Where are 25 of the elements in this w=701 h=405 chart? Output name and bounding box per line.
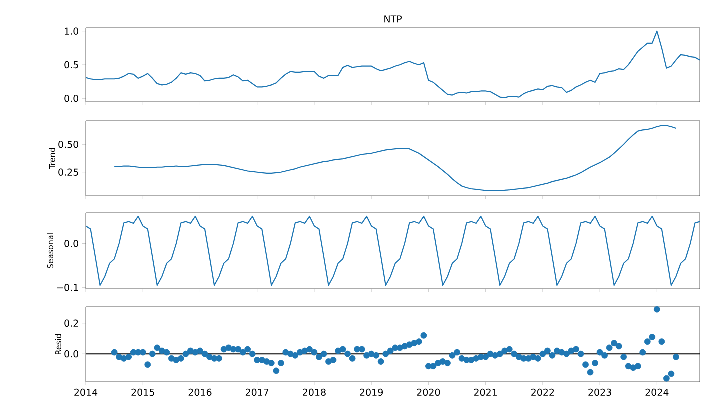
y-tick-label: 0.50 — [58, 141, 78, 148]
x-tick-label: 2018 — [303, 388, 326, 396]
y-tick-label: 1.0 — [65, 28, 79, 35]
y-tick-label: 0.0 — [64, 350, 79, 358]
y-tick-label: 0.5 — [64, 61, 78, 69]
chart-title: NTP — [384, 16, 402, 23]
x-tick-label: 2020 — [417, 388, 440, 396]
y-axis-title: Trend — [49, 148, 56, 170]
x-tick-label: 2019 — [360, 388, 383, 396]
x-tick-label: 2014 — [74, 388, 98, 396]
x-tick-label: 2022 — [532, 388, 554, 396]
x-tick-label: 2016 — [188, 388, 212, 396]
y-tick-label: 0.0 — [64, 95, 79, 102]
y-tick-label: 0.0 — [64, 240, 79, 248]
line-series — [86, 216, 700, 286]
x-tick-label: 2021 — [474, 388, 498, 396]
x-tick-label: 2024 — [646, 388, 669, 396]
y-tick-label: 0.2 — [64, 320, 78, 328]
y-axis-title: Seasonal — [47, 234, 54, 269]
x-tick-label: 2017 — [246, 388, 269, 396]
x-tick-label: 2015 — [132, 388, 154, 396]
y-tick-label: 0.25 — [58, 168, 78, 176]
x-tick-label: 2023 — [588, 388, 612, 396]
y-tick-label: −0.1 — [57, 284, 78, 292]
y-axis-title: Resid — [55, 334, 62, 355]
